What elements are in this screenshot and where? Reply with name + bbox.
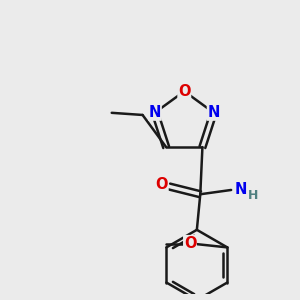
Text: O: O [155, 177, 168, 192]
Text: N: N [234, 182, 247, 196]
Text: O: O [184, 236, 196, 250]
Text: O: O [178, 84, 190, 99]
Text: H: H [248, 189, 259, 202]
Text: N: N [149, 105, 161, 120]
Text: N: N [207, 105, 220, 120]
